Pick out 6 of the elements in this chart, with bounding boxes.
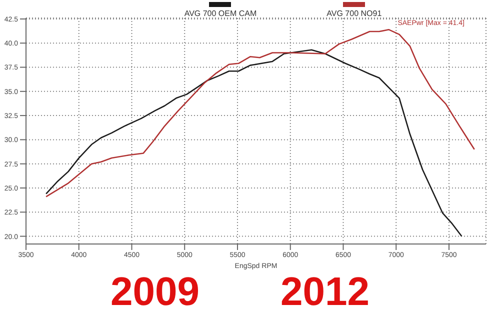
text: 2012 [280,270,370,315]
legend-label: AVG 700 OEM CAM [184,9,257,18]
line-series [45,49,462,237]
line-series [45,28,476,198]
text: 2009 [110,270,200,315]
legend-label: AVG 700 NO91 [326,9,382,18]
